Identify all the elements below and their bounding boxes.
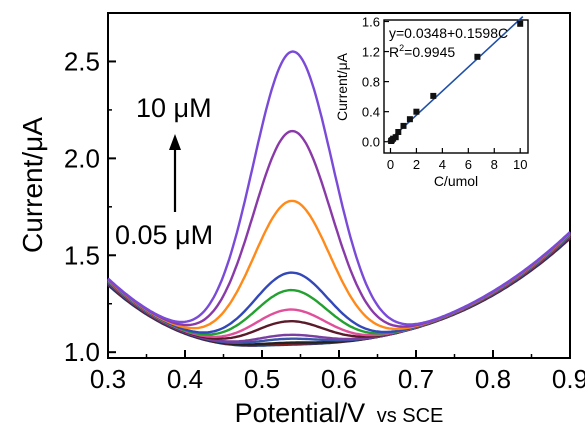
inset-data-point bbox=[395, 129, 402, 135]
inset-plot bbox=[387, 16, 524, 144]
inset-r-squared-value: =0.9945 bbox=[404, 44, 455, 60]
inset-x-tick-label: 0 bbox=[387, 157, 394, 172]
x-tick-label: 0.7 bbox=[398, 364, 434, 394]
x-axis-title-main: Potential/V bbox=[235, 398, 366, 428]
x-tick-label: 0.6 bbox=[321, 364, 357, 394]
main-axes: 0.3 0.4 0.5 0.6 0.7 0.8 0.9 1.0 1.5 2.0 2.5 bbox=[64, 46, 585, 394]
increase-arrow bbox=[169, 134, 181, 212]
x-tick-label: 0.3 bbox=[90, 364, 126, 394]
x-axis-title: Potential/V vs SCE bbox=[235, 398, 444, 428]
x-tick-label: 0.8 bbox=[475, 364, 511, 394]
x-tick-label: 0.9 bbox=[552, 364, 585, 394]
inset-data-point bbox=[392, 134, 399, 141]
inset-x-tick-label: 10 bbox=[513, 157, 527, 172]
inset-data-point bbox=[400, 122, 407, 129]
x-tick-label: 0.4 bbox=[167, 364, 203, 394]
y-tick-label: 1.0 bbox=[64, 337, 100, 367]
x-axis-title-suffix: vs SCE bbox=[377, 405, 444, 427]
main-curves bbox=[107, 50, 571, 347]
y-tick-label: 2.0 bbox=[64, 143, 100, 173]
y-axis-title: Current/μA bbox=[17, 117, 48, 253]
inset-x-tick-label: 6 bbox=[465, 157, 472, 172]
inset-y-tick-label: 0.4 bbox=[362, 105, 380, 120]
inset-x-axis-title: C/umol bbox=[434, 173, 478, 189]
x-tick-label: 0.5 bbox=[244, 364, 280, 394]
inset-data-point bbox=[517, 20, 524, 27]
y-tick-label: 1.5 bbox=[64, 240, 100, 270]
inset-axes: 0 2 4 6 8 10 0.0 0.4 0.8 1.2 1.6 bbox=[362, 15, 528, 172]
inset-data-point bbox=[413, 108, 420, 115]
inset-y-tick-label: 1.2 bbox=[362, 45, 380, 60]
inset-x-tick-label: 4 bbox=[439, 157, 446, 172]
inset-data-point bbox=[474, 53, 481, 60]
annotation-high-concentration: 10 μM bbox=[136, 93, 212, 123]
inset-y-tick-label: 1.6 bbox=[362, 15, 380, 30]
inset-plot-frame bbox=[383, 19, 529, 154]
inset-y-tick-label: 0.0 bbox=[362, 135, 380, 150]
inset-r-squared-label: R bbox=[389, 44, 399, 60]
inset-x-tick-label: 2 bbox=[413, 157, 420, 172]
y-tick-label: 2.5 bbox=[64, 46, 100, 76]
inset-y-axis-title: Current/μA bbox=[334, 52, 350, 121]
inset-data-point bbox=[406, 116, 413, 123]
series-line bbox=[107, 50, 571, 326]
inset-r-squared: R2=0.9945 bbox=[389, 43, 455, 60]
inset-equation: y=0.0348+0.1598C bbox=[389, 25, 508, 41]
inset-y-tick-label: 0.8 bbox=[362, 75, 380, 90]
inset-x-tick-label: 8 bbox=[491, 157, 498, 172]
inset-data-point bbox=[430, 92, 437, 99]
annotation-low-concentration: 0.05 μM bbox=[115, 220, 213, 250]
